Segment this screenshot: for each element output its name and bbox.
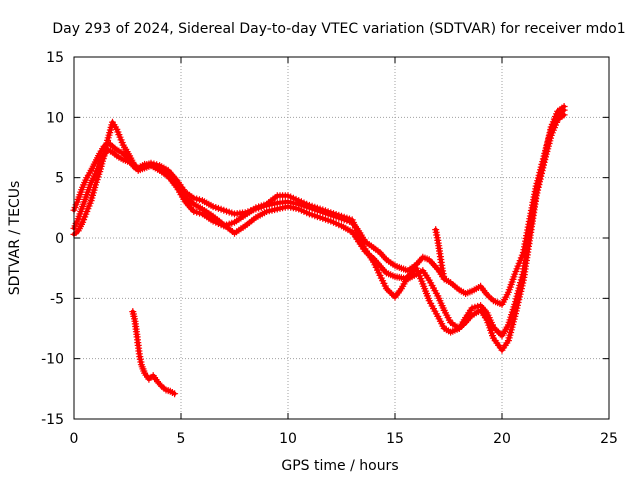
- x-tick-label: 0: [70, 431, 79, 447]
- data-series: [70, 103, 568, 398]
- x-tick-label: 5: [177, 431, 186, 447]
- series-markers: [432, 226, 448, 283]
- series-track-d: [129, 308, 179, 398]
- series-track-b: [70, 111, 568, 354]
- x-tick-label: 10: [279, 431, 297, 447]
- x-tick-label: 25: [600, 431, 618, 447]
- series-track-e: [432, 226, 448, 283]
- series-trace: [72, 104, 567, 338]
- y-axis-label: SDTVAR / TECUs: [7, 181, 23, 296]
- y-tick-label: -10: [41, 352, 64, 368]
- x-tick-label: 20: [493, 431, 511, 447]
- x-axis-label: GPS time / hours: [281, 458, 398, 474]
- series-track-c: [70, 103, 568, 340]
- y-tick-label: -5: [50, 291, 64, 307]
- grid: [74, 57, 609, 419]
- x-tick-label: 15: [386, 431, 404, 447]
- y-tick-label: 0: [55, 231, 64, 247]
- y-tick-label: -15: [41, 412, 64, 428]
- y-tick-label: 5: [55, 171, 64, 187]
- y-tick-label: 10: [46, 110, 64, 126]
- series-markers: [70, 111, 568, 354]
- axis-ticks: 0 5 10 15 20 25 -15 -10 -5 0 5 10 15: [41, 50, 618, 447]
- chart-title: Day 293 of 2024, Sidereal Day-to-day VTE…: [52, 21, 625, 37]
- y-tick-label: 15: [46, 50, 64, 66]
- series-markers: [129, 308, 179, 398]
